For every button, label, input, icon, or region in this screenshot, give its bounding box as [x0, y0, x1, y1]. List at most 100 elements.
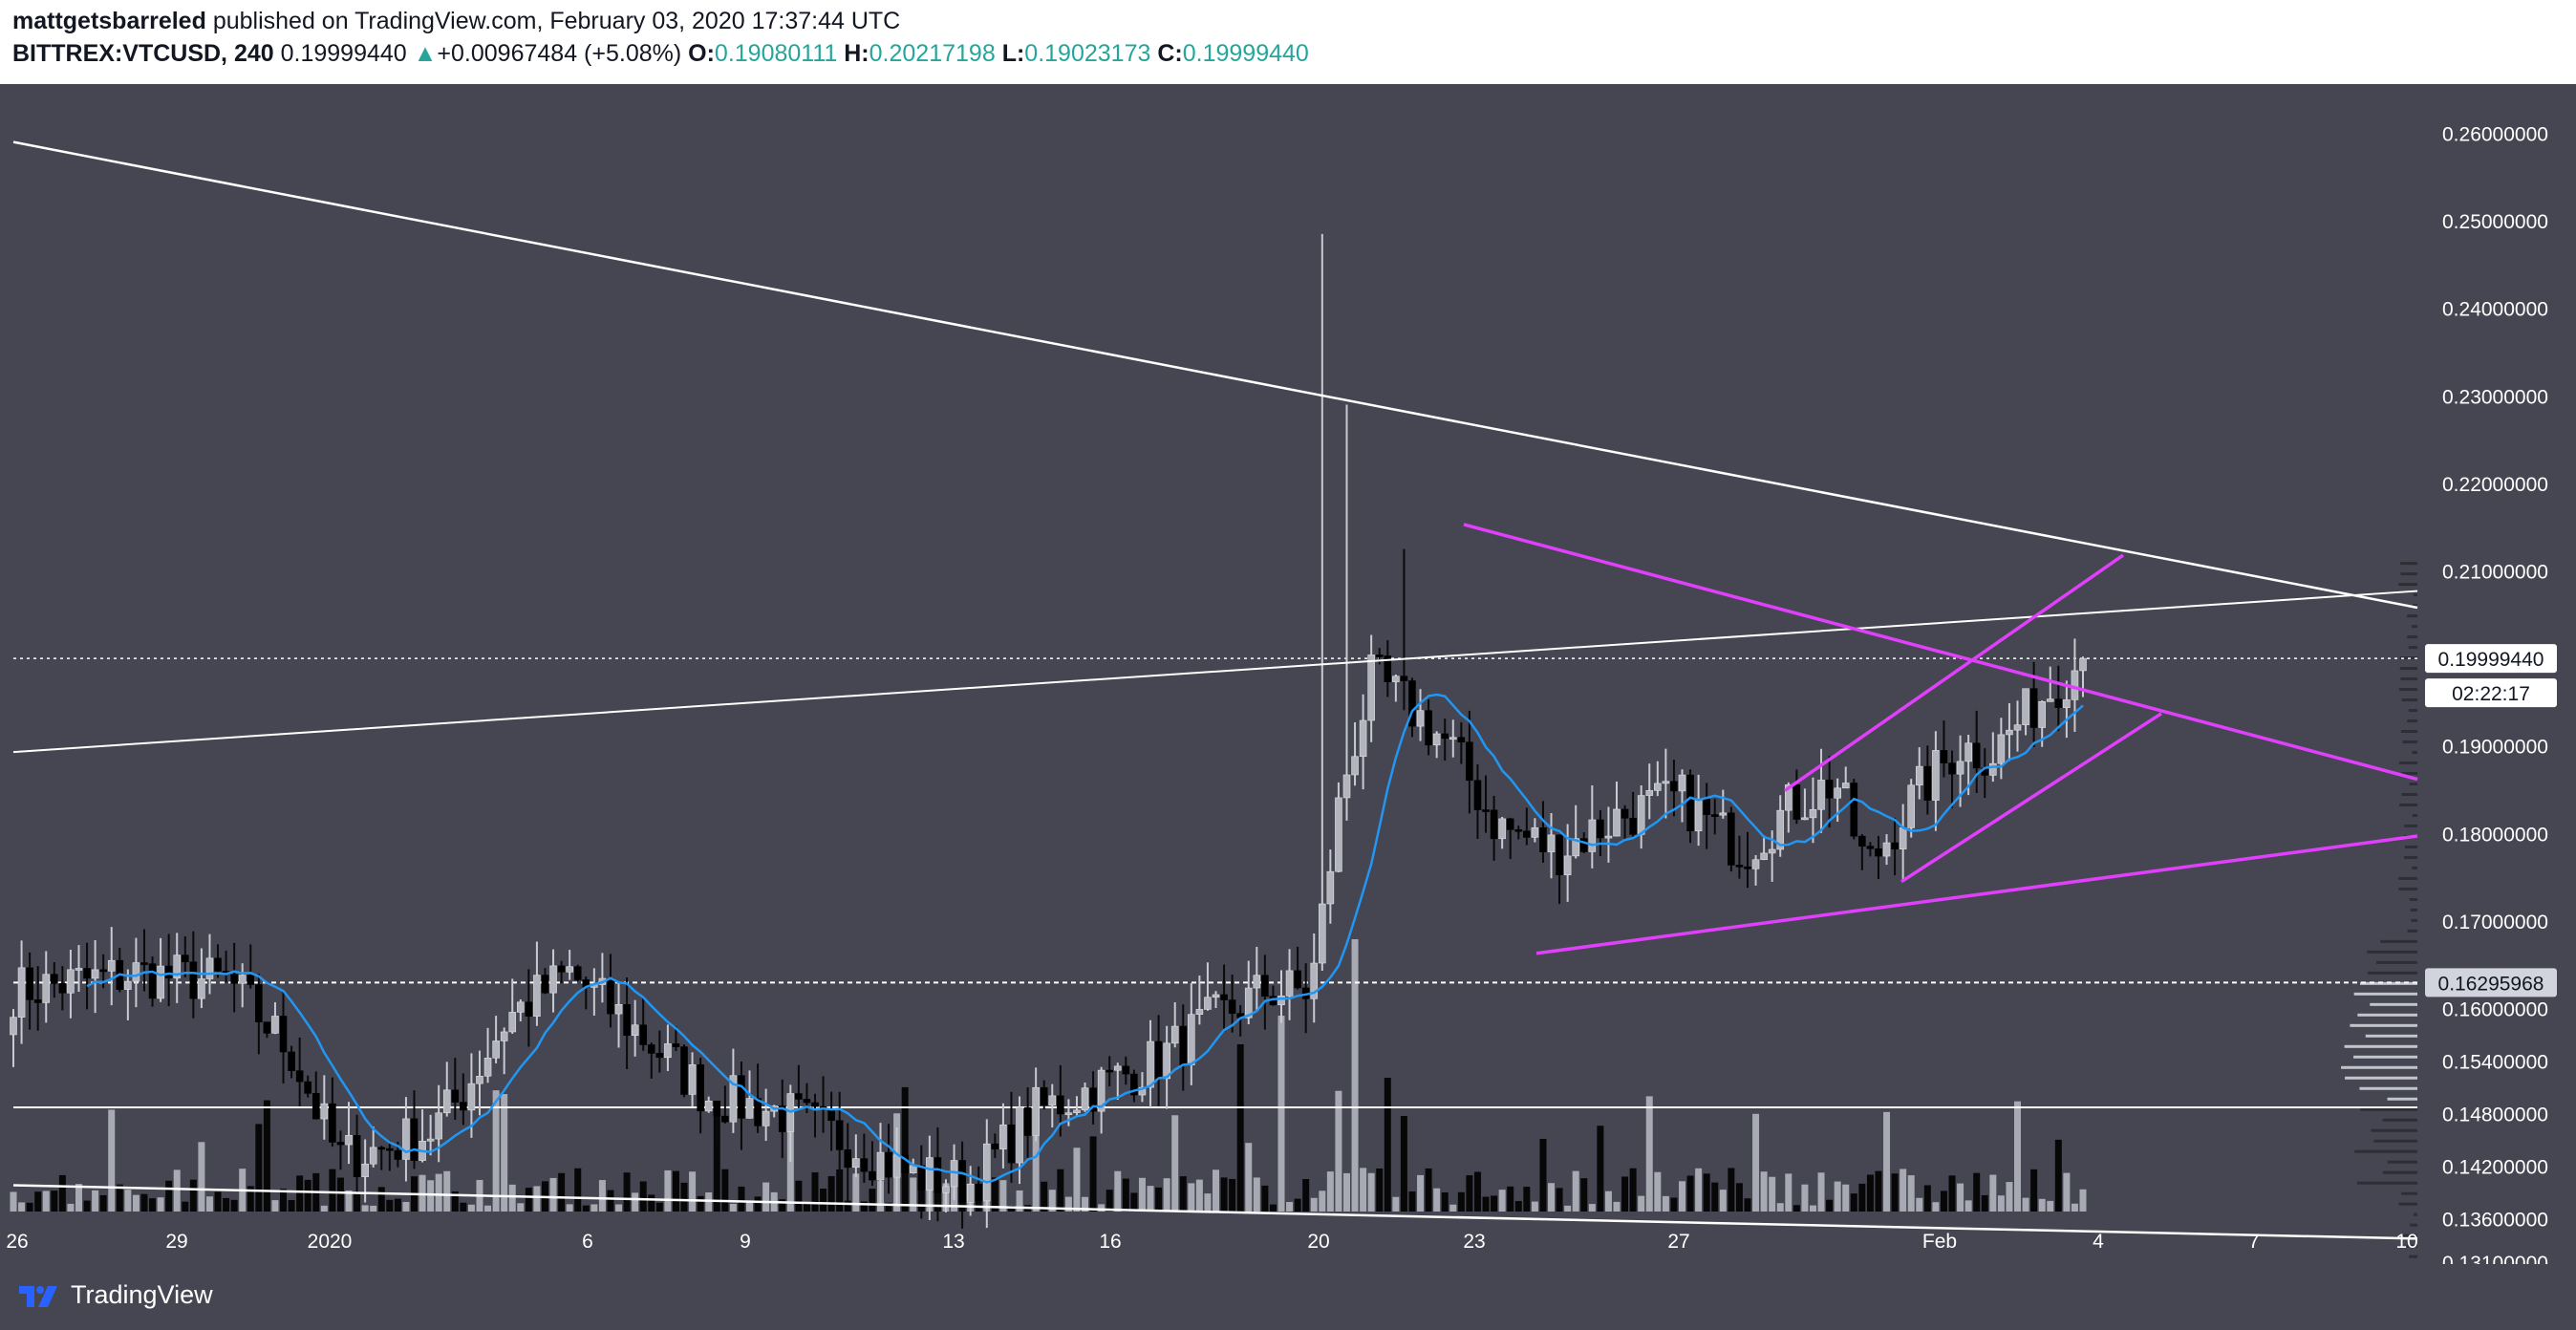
candle[interactable]: [1261, 955, 1269, 1030]
candle[interactable]: [1032, 1067, 1040, 1142]
candle[interactable]: [1473, 763, 1482, 840]
candle[interactable]: [557, 960, 566, 984]
candle[interactable]: [1744, 831, 1751, 889]
candle[interactable]: [107, 927, 116, 1006]
candle[interactable]: [1147, 1019, 1154, 1108]
candle[interactable]: [33, 966, 42, 1031]
candle[interactable]: [1310, 933, 1319, 1023]
candle[interactable]: [1531, 818, 1539, 843]
candle[interactable]: [1040, 1080, 1048, 1110]
candle[interactable]: [1907, 779, 1916, 838]
candle[interactable]: [655, 1030, 664, 1073]
candle[interactable]: [704, 1096, 713, 1113]
candle[interactable]: [1195, 975, 1204, 1025]
candle[interactable]: [1432, 731, 1441, 759]
candle[interactable]: [1375, 648, 1384, 665]
candle[interactable]: [835, 1091, 844, 1179]
candle[interactable]: [1122, 1056, 1130, 1085]
candle[interactable]: [1498, 816, 1506, 849]
candle[interactable]: [1449, 719, 1457, 758]
candle[interactable]: [1948, 750, 1956, 808]
candle[interactable]: [58, 966, 67, 1011]
candle[interactable]: [525, 969, 533, 1047]
candle[interactable]: [819, 1076, 827, 1133]
candle[interactable]: [852, 1134, 860, 1178]
candle[interactable]: [1392, 674, 1400, 702]
candle[interactable]: [1359, 694, 1367, 790]
candle[interactable]: [2046, 666, 2054, 702]
candle[interactable]: [1875, 836, 1882, 880]
candle[interactable]: [148, 956, 157, 1007]
upper-descending-trendline[interactable]: [12, 140, 2418, 610]
candle[interactable]: [754, 1063, 762, 1133]
candle[interactable]: [2071, 638, 2079, 733]
candle[interactable]: [1760, 835, 1768, 861]
candle[interactable]: [1016, 1096, 1023, 1185]
candle[interactable]: [164, 933, 173, 1007]
candle[interactable]: [1556, 834, 1563, 904]
candle[interactable]: [869, 1141, 876, 1187]
candle[interactable]: [1130, 1069, 1138, 1103]
candle[interactable]: [2006, 702, 2013, 762]
wedge-lower[interactable]: [1900, 712, 2162, 884]
candle[interactable]: [1604, 806, 1613, 863]
time-axis[interactable]: 26 29 2020 6 9 13 16 20 23 27 Feb 4 7 10: [6, 1231, 2417, 1253]
candle[interactable]: [230, 942, 238, 1013]
candle[interactable]: [1089, 1071, 1097, 1125]
candle[interactable]: [311, 1071, 320, 1120]
candle[interactable]: [738, 1061, 745, 1150]
candle[interactable]: [844, 1123, 852, 1202]
candle[interactable]: [410, 1090, 419, 1169]
candle[interactable]: [329, 1077, 336, 1148]
candle[interactable]: [1662, 748, 1670, 819]
candle[interactable]: [124, 969, 132, 1020]
candle[interactable]: [573, 964, 582, 982]
candle[interactable]: [1801, 788, 1809, 821]
candle[interactable]: [982, 1119, 991, 1229]
candle[interactable]: [1882, 834, 1891, 866]
candle[interactable]: [1776, 795, 1785, 857]
candle[interactable]: [1792, 769, 1801, 825]
candle[interactable]: [876, 1123, 885, 1204]
triangle-upper[interactable]: [1463, 523, 2418, 782]
drawn-trendlines[interactable]: [12, 140, 2418, 1240]
candle[interactable]: [304, 1075, 312, 1098]
candle[interactable]: [1384, 640, 1392, 697]
candle[interactable]: [1989, 732, 1997, 783]
candle[interactable]: [1915, 747, 1923, 800]
candle[interactable]: [623, 977, 631, 1069]
candle[interactable]: [631, 999, 639, 1057]
candle[interactable]: [590, 968, 598, 1016]
candle[interactable]: [1629, 791, 1637, 838]
candle[interactable]: [1932, 731, 1940, 831]
candle[interactable]: [1547, 813, 1556, 879]
candle[interactable]: [288, 1045, 295, 1079]
candle[interactable]: [1400, 548, 1408, 711]
candle[interactable]: [386, 1140, 394, 1171]
candle[interactable]: [492, 1016, 500, 1063]
candle[interactable]: [10, 1009, 17, 1067]
candle[interactable]: [1457, 721, 1466, 764]
candle[interactable]: [713, 1100, 721, 1146]
price-axis[interactable]: 0.26000000 0.25000000 0.24000000 0.23000000…: [2442, 123, 2548, 1264]
candle[interactable]: [173, 933, 182, 1003]
candle[interactable]: [1539, 801, 1547, 863]
candle[interactable]: [991, 1133, 999, 1158]
candle[interactable]: [778, 1079, 786, 1159]
candle[interactable]: [1490, 795, 1498, 861]
candle[interactable]: [639, 997, 648, 1051]
candle[interactable]: [1751, 855, 1760, 886]
candle[interactable]: [91, 939, 99, 1014]
candle[interactable]: [1850, 779, 1858, 840]
candle[interactable]: [1523, 807, 1531, 846]
candle[interactable]: [1106, 1056, 1114, 1086]
candle[interactable]: [1572, 804, 1580, 859]
candle[interactable]: [860, 1133, 869, 1184]
candle[interactable]: [508, 978, 517, 1035]
candle[interactable]: [1335, 782, 1342, 873]
candle[interactable]: [1170, 1002, 1179, 1048]
candle[interactable]: [1482, 775, 1490, 833]
candle[interactable]: [2054, 665, 2063, 732]
candle[interactable]: [1621, 804, 1629, 840]
symbol-label[interactable]: BITTREX:VTCUSD, 240: [12, 40, 274, 67]
